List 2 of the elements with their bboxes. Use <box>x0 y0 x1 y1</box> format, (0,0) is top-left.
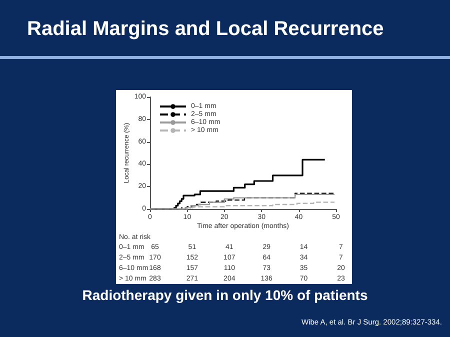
text: Radiotherapy given in only 10% of patients <box>82 287 368 303</box>
chart-title: Radial Margins and Local Recurrence <box>27 18 384 40</box>
